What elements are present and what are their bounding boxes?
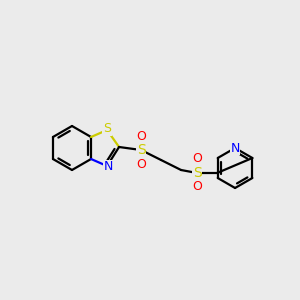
Text: N: N [103, 160, 113, 173]
Text: S: S [193, 166, 201, 180]
Text: O: O [136, 130, 146, 142]
Text: O: O [136, 158, 146, 170]
Text: S: S [103, 122, 111, 136]
Text: S: S [137, 143, 146, 157]
Text: N: N [230, 142, 240, 154]
Text: O: O [192, 181, 202, 194]
Text: O: O [192, 152, 202, 166]
